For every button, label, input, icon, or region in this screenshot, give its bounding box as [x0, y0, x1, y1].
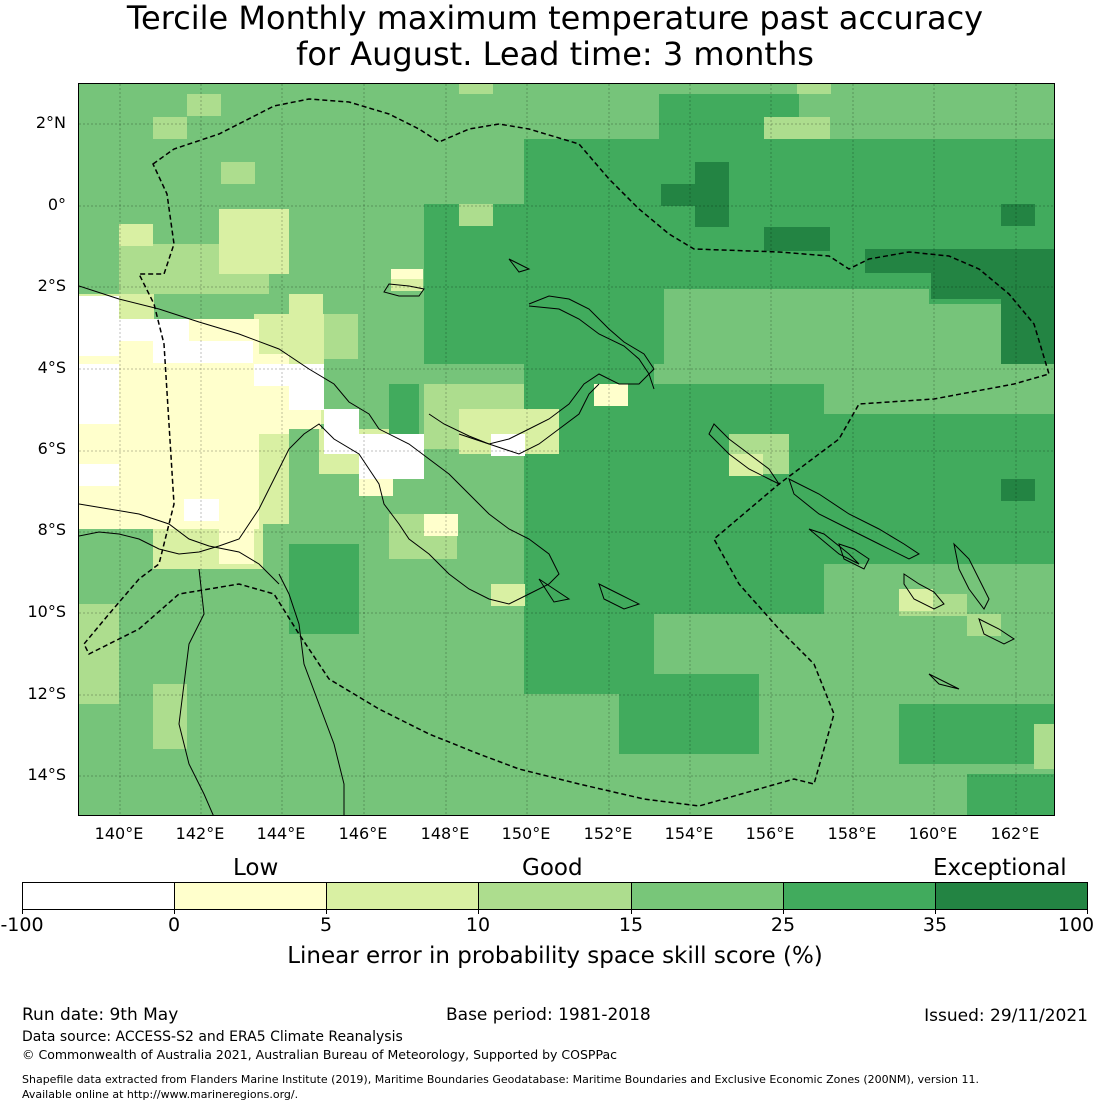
lon-label-152E: 152°E: [583, 824, 633, 843]
lon-label-144E: 144°E: [256, 824, 306, 843]
gridlines: [79, 84, 1054, 815]
map-canvas: [79, 84, 1054, 815]
lat-label-8S: 8°S: [37, 520, 66, 539]
colorbar-tick-5: 5: [319, 914, 333, 936]
category-exceptional: Exceptional: [933, 855, 1067, 881]
colorbar-segment-7: [935, 883, 1087, 909]
lat-label-0: 0°: [47, 195, 66, 214]
issued-date: Issued: 29/11/2021: [924, 1006, 1088, 1026]
colorbar-tick-15: 15: [618, 914, 644, 936]
lon-label-154E: 154°E: [664, 824, 714, 843]
lon-label-162E: 162°E: [990, 824, 1040, 843]
lat-label-6S: 6°S: [37, 439, 66, 458]
lat-label-10S: 10°S: [27, 602, 66, 621]
lat-label-2N: 2°N: [35, 113, 66, 132]
region-25-35: [289, 94, 1054, 815]
colorbar-tick-25: 25: [770, 914, 796, 936]
category-good: Good: [522, 855, 583, 881]
lat-label-4S: 4°S: [37, 358, 66, 377]
colorbar-segment-1: [23, 883, 176, 909]
lon-label-160E: 160°E: [908, 824, 958, 843]
colorbar-tickmark: [22, 910, 23, 914]
colorbar-tickmark: [935, 910, 936, 914]
colorbar-segment-5: [631, 883, 784, 909]
data-source: Data source: ACCESS-S2 and ERA5 Climate …: [22, 1029, 403, 1045]
title-line-1: Tercile Monthly maximum temperature past…: [126, 0, 984, 37]
colorbar-tickmark: [174, 910, 175, 914]
colorbar-tickmark: [478, 910, 479, 914]
lon-label-158E: 158°E: [827, 824, 877, 843]
coastlines: [79, 258, 1015, 815]
copyright: © Commonwealth of Australia 2021, Austra…: [22, 1047, 617, 1062]
region-negative: [79, 296, 525, 521]
colorbar: [22, 882, 1088, 910]
chart-title: Tercile Monthly maximum temperature past…: [0, 0, 1110, 72]
region-35-100: [661, 162, 1054, 501]
colorbar-tickmark: [326, 910, 327, 914]
shapefile-credit-2: Available online at http://www.marinereg…: [22, 1088, 299, 1101]
colorbar-tickmark: [631, 910, 632, 914]
run-date: Run date: 9th May: [22, 1005, 179, 1025]
colorbar-label: Linear error in probability space skill …: [287, 943, 823, 969]
colorbar-tick-10: 10: [465, 914, 491, 936]
colorbar-tick-100: 100: [1057, 914, 1095, 936]
lon-label-142E: 142°E: [175, 824, 225, 843]
lat-label-12S: 12°S: [27, 684, 66, 703]
lon-label-140E: 140°E: [94, 824, 144, 843]
eez-boundary: [83, 98, 1050, 807]
lat-label-14S: 14°S: [27, 765, 66, 784]
title-line-2: for August. Lead time: 3 months: [296, 35, 814, 73]
base-period: Base period: 1981-2018: [446, 1005, 651, 1025]
shapefile-credit-1: Shapefile data extracted from Flanders M…: [22, 1073, 979, 1086]
colorbar-tick-0: 0: [167, 914, 181, 936]
colorbar-segment-6: [783, 883, 936, 909]
lon-label-156E: 156°E: [745, 824, 795, 843]
colorbar-segment-4: [479, 883, 632, 909]
lat-label-2S: 2°S: [37, 276, 66, 295]
colorbar-tick-35: 35: [922, 914, 948, 936]
lon-label-146E: 146°E: [338, 824, 388, 843]
colorbar-tickmark: [1087, 910, 1088, 914]
colorbar-segment-3: [327, 883, 480, 909]
colorbar-tick-neg100: -100: [0, 914, 44, 936]
skill-map: [78, 83, 1055, 816]
colorbar-segment-2: [175, 883, 328, 909]
colorbar-tickmark: [783, 910, 784, 914]
lon-label-148E: 148°E: [420, 824, 470, 843]
lon-label-150E: 150°E: [501, 824, 551, 843]
category-low: Low: [233, 855, 279, 881]
